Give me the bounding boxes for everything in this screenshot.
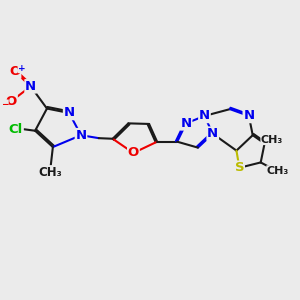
Text: N: N bbox=[207, 127, 218, 140]
Text: CH₃: CH₃ bbox=[39, 166, 62, 179]
Text: N: N bbox=[64, 106, 75, 119]
Text: N: N bbox=[25, 80, 36, 93]
Text: N: N bbox=[181, 117, 192, 130]
Text: O: O bbox=[128, 146, 139, 160]
Text: CH₃: CH₃ bbox=[267, 166, 289, 176]
Text: N: N bbox=[199, 110, 210, 122]
Text: +: + bbox=[18, 64, 25, 73]
Text: Cl: Cl bbox=[9, 123, 23, 136]
Text: −: − bbox=[1, 100, 9, 109]
Text: N: N bbox=[75, 129, 87, 142]
Text: S: S bbox=[235, 161, 244, 174]
Text: N: N bbox=[243, 110, 254, 122]
Text: O: O bbox=[6, 94, 17, 108]
Text: CH₃: CH₃ bbox=[261, 135, 283, 145]
Text: O: O bbox=[9, 65, 21, 78]
